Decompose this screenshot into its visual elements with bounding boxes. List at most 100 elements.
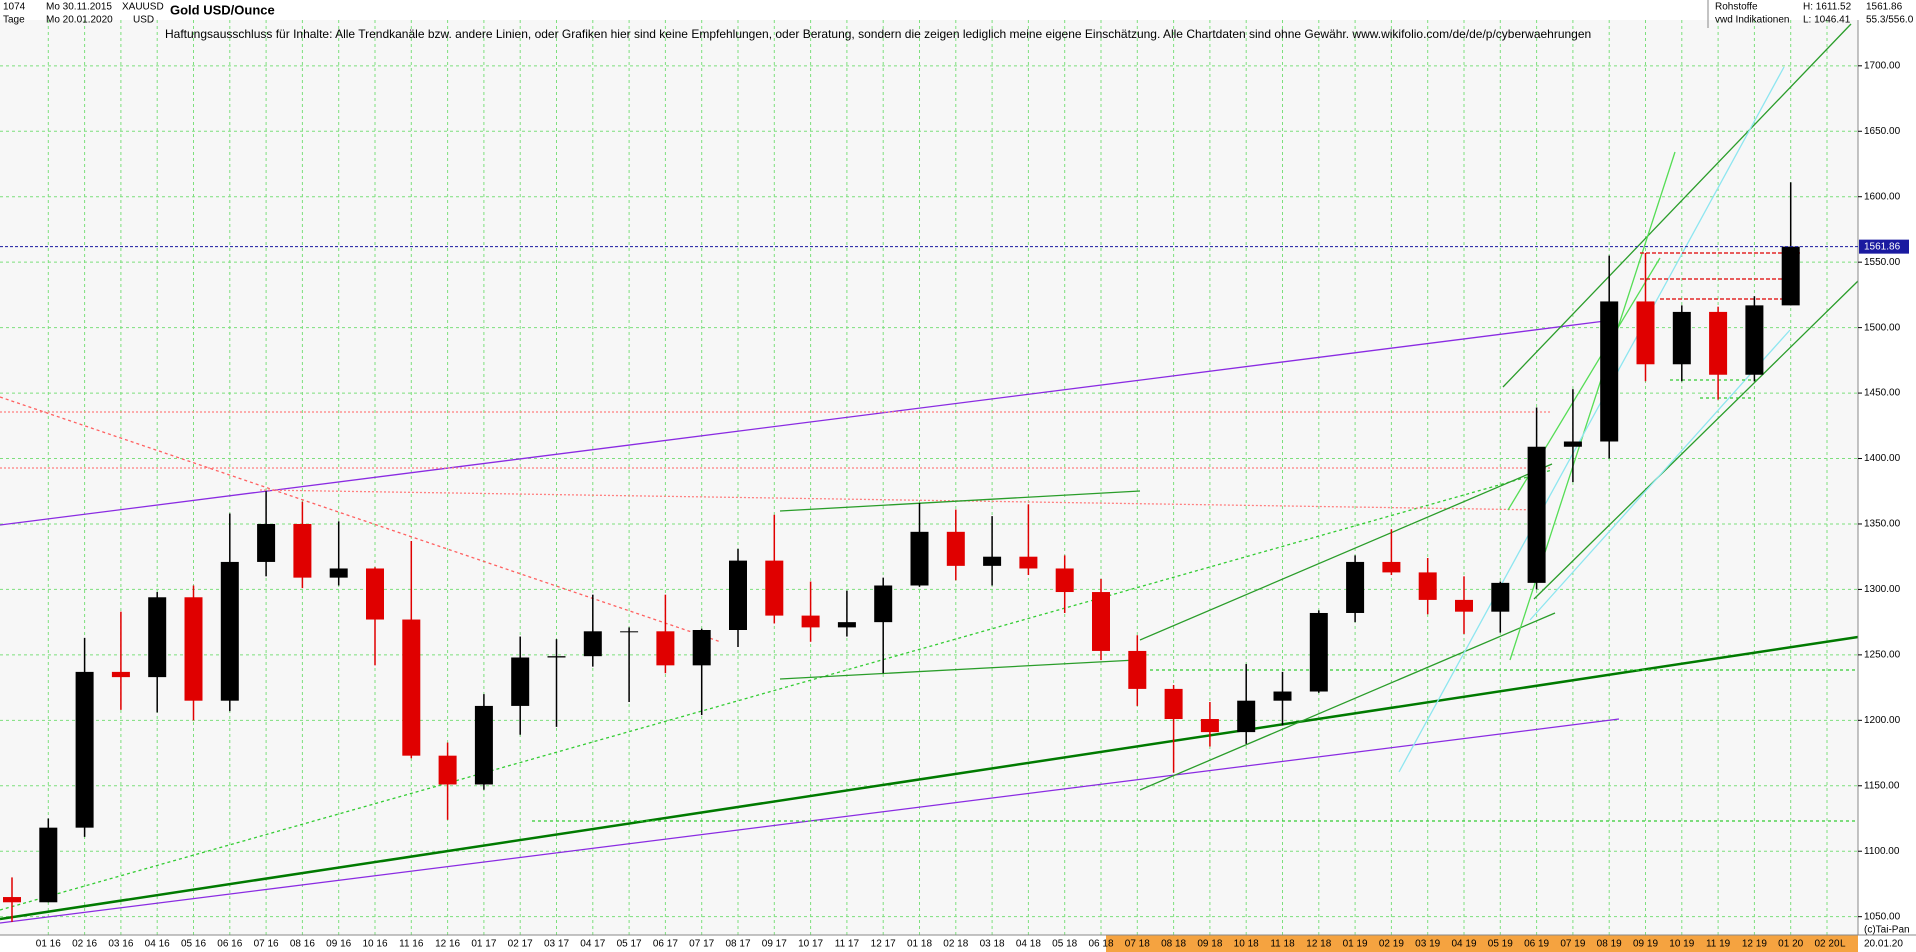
x-tick-label: 06 17 <box>653 939 678 950</box>
x-tick-label: 01 19 <box>1343 939 1368 950</box>
x-tick-label: 01 16 <box>36 939 61 950</box>
candle-body <box>1745 305 1764 375</box>
x-tick-label: 04 19 <box>1451 939 1476 950</box>
x-tick-label: 01 18 <box>907 939 932 950</box>
header <box>0 0 1916 20</box>
candle-body <box>1455 599 1473 612</box>
y-tick-label: 1300.00 <box>1864 584 1901 595</box>
date: 20.01.20 <box>1864 939 1903 950</box>
y-tick-label: 1700.00 <box>1864 60 1901 71</box>
candle-body <box>1382 561 1401 573</box>
y-tick-label: 1200.00 <box>1864 715 1901 726</box>
candle-body <box>837 622 856 628</box>
candle-body <box>3 897 21 903</box>
high: H: 1611.52 <box>1803 2 1852 13</box>
trend-line <box>0 319 1614 526</box>
last: 1561.86 <box>1866 2 1903 13</box>
candle-body <box>1019 556 1038 569</box>
trend-line <box>1139 463 1553 641</box>
candle-body <box>148 597 167 678</box>
candle-body <box>75 671 94 828</box>
candle-body <box>329 568 348 578</box>
x-tick-label: 05 16 <box>181 939 206 950</box>
trend-line <box>779 490 1141 512</box>
x-tick-label: 02 20 <box>1814 939 1839 950</box>
x-tick-label: 03 16 <box>108 939 133 950</box>
copyright: (c)Tai-Pan <box>1864 925 1910 936</box>
x-tick-label: 08 19 <box>1597 939 1622 950</box>
x-tick-label: 05 19 <box>1488 939 1513 950</box>
plot-area <box>0 20 1858 935</box>
x-tick-label: 08 18 <box>1161 939 1186 950</box>
candle-body <box>583 631 602 657</box>
candle-body <box>1527 446 1546 583</box>
candle-body <box>692 630 711 666</box>
x-tick-label: 07 18 <box>1125 939 1150 950</box>
group: Rohstoffe <box>1715 2 1758 13</box>
y-tick-label: 1100.00 <box>1864 846 1900 857</box>
y-tick-label: 1600.00 <box>1864 191 1901 202</box>
x-tick-label: 04 17 <box>580 939 605 950</box>
grid <box>0 20 1858 935</box>
trend-line <box>1533 280 1859 600</box>
x-tick-label: 09 18 <box>1197 939 1222 950</box>
y-tick-label: 1450.00 <box>1864 388 1901 399</box>
candle-body <box>1164 688 1183 720</box>
candle-body <box>1237 700 1256 733</box>
x-tick-label: 01 20 <box>1778 939 1803 950</box>
trend-line <box>1529 329 1791 621</box>
candle-body <box>1709 311 1728 375</box>
candle-body <box>220 561 239 701</box>
x-tick-label: 07 19 <box>1560 939 1585 950</box>
x-tick-label: 09 19 <box>1633 939 1658 950</box>
x-tick-label: 07 17 <box>689 939 714 950</box>
y-tick-label: 1250.00 <box>1864 650 1901 661</box>
candle-body <box>1273 691 1292 701</box>
axis-panel <box>1858 20 1916 935</box>
x-tick-label: 03 18 <box>980 939 1005 950</box>
x-tick-label: 06 19 <box>1524 939 1549 950</box>
trend-line <box>1398 66 1785 773</box>
candle-body <box>910 531 929 586</box>
x-tick-label: 02 17 <box>508 939 533 950</box>
trend-line <box>0 469 1553 911</box>
y-tick-label: 1400.00 <box>1864 453 1901 464</box>
x-tick-label: 09 16 <box>326 939 351 950</box>
candle-body <box>656 631 675 666</box>
x-tick-label: 10 16 <box>362 939 387 950</box>
x-tick-label: 02 18 <box>943 939 968 950</box>
candle-body <box>438 755 457 785</box>
candle-body <box>765 560 784 616</box>
candle-body <box>729 560 747 630</box>
candle-body <box>620 631 639 633</box>
x-tick-label: 11 16 <box>399 939 424 950</box>
x-tick-label: 10 18 <box>1234 939 1259 950</box>
candle-body <box>111 671 130 678</box>
last-price-label: 1561.86 <box>1864 241 1901 252</box>
x-tick-label: 08 16 <box>290 939 315 950</box>
candle-body <box>547 656 566 658</box>
symbol: XAUUSD <box>122 2 164 13</box>
trend-line <box>779 659 1137 680</box>
x-tick-label: 08 17 <box>725 939 750 950</box>
candle-body <box>39 827 58 903</box>
trend-line <box>1139 612 1556 791</box>
candle-body <box>1672 311 1691 365</box>
candle-body <box>1636 301 1655 365</box>
low: L: 1046.41 <box>1803 15 1851 26</box>
candle-body <box>1346 561 1365 613</box>
x-tick-label: 03 19 <box>1415 939 1440 950</box>
x-tick-label: 03 17 <box>544 939 569 950</box>
x-tick-label: 12 17 <box>871 939 896 950</box>
x-tick-label: 01 17 <box>471 939 496 950</box>
candle-body <box>1600 301 1619 442</box>
y-tick-label: 1500.00 <box>1864 322 1901 333</box>
y-tick-label: 1150.00 <box>1864 780 1900 791</box>
x-tick-label: 11 17 <box>835 939 860 950</box>
x-tick-label: 11 18 <box>1270 939 1295 950</box>
last-price-box <box>1859 239 1909 254</box>
y-tick-label: 1350.00 <box>1864 519 1901 530</box>
candle-body <box>1200 719 1219 733</box>
